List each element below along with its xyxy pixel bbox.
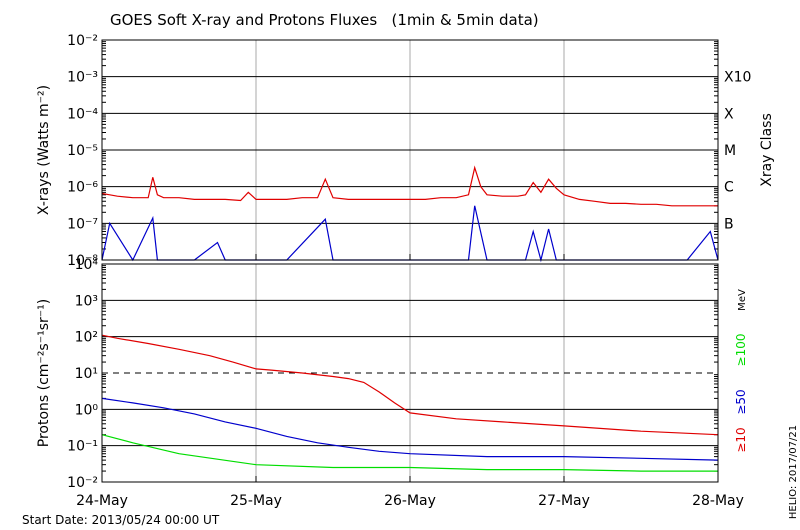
x-tick-label: 27-May (538, 493, 590, 509)
proton-tick-labels: 10⁻² 10⁻¹ 10⁰ 10¹ 10² 10³ 10⁴ (67, 257, 98, 491)
helio-footer: HELIO: 2017/07/21 (788, 425, 799, 519)
xray-class-label: B (724, 216, 734, 232)
y-tick-label: 10⁻² (67, 475, 98, 491)
xray-class-label: X10 (724, 70, 751, 86)
energy-legend-label: ≥100 (734, 334, 748, 367)
series-line-green (101, 434, 718, 472)
proton-energy-legend: ≥10 ≥50 ≥100 (734, 334, 748, 453)
energy-legend-label: ≥50 (734, 389, 748, 414)
y-tick-label: 10⁻⁷ (67, 216, 98, 232)
xray-class-labels: B C M X X10 (724, 70, 751, 233)
y-tick-label: 10⁻³ (67, 70, 98, 86)
y-tick-label: 10⁻⁵ (67, 143, 98, 159)
y-tick-label: 10⁰ (75, 402, 99, 418)
y-tick-label: 10⁻⁶ (67, 180, 98, 196)
xray-ylabel: X-rays (Watts m⁻²) (36, 85, 52, 215)
x-tick-label: 25-May (230, 493, 282, 509)
proton-mev-label: MeV (737, 289, 748, 311)
y-tick-label: 10² (75, 330, 98, 346)
series-line-red (101, 165, 718, 207)
chart-title: GOES Soft X-ray and Protons Fluxes (1min… (110, 11, 539, 29)
proton-series (101, 334, 719, 472)
y-tick-label: 10⁴ (75, 257, 99, 273)
xray-class-label: M (724, 143, 736, 159)
start-date-footer: Start Date: 2013/05/24 00:00 UT (22, 513, 220, 527)
xray-class-label: X (724, 106, 734, 122)
xray-gridlines (102, 40, 718, 260)
series-line-blue (101, 397, 719, 461)
x-tick-label: 26-May (384, 493, 436, 509)
proton-ylabel: Protons (cm⁻²s⁻¹sr⁻¹) (36, 299, 52, 448)
x-tick-label: 24-May (76, 493, 128, 509)
xray-class-label: C (724, 180, 734, 196)
y-tick-label: 10⁻⁴ (67, 106, 98, 122)
x-axis-tick-labels: 24-May 25-May 26-May 27-May 28-May (76, 254, 744, 509)
y-tick-label: 10⁻¹ (67, 439, 98, 455)
xray-panel: 10⁻⁸ 10⁻⁷ 10⁻⁶ 10⁻⁵ 10⁻⁴ 10⁻³ 10⁻² B C M X X10 X-r… (36, 33, 775, 269)
y-tick-label: 10⁻⁸ (67, 253, 98, 269)
x-tick-label: 28-May (692, 493, 744, 509)
energy-legend-label: ≥10 (734, 427, 748, 452)
xray-class-axis-label: Xray Class (759, 113, 775, 187)
xray-tick-labels: 10⁻⁸ 10⁻⁷ 10⁻⁶ 10⁻⁵ 10⁻⁴ 10⁻³ 10⁻² (67, 33, 98, 269)
series-line-red (101, 334, 719, 436)
y-tick-label: 10¹ (75, 366, 98, 382)
proton-gridlines (102, 264, 718, 482)
y-tick-label: 10³ (75, 293, 98, 309)
proton-panel: 10⁻² 10⁻¹ 10⁰ 10¹ 10² 10³ 10⁴ ≥10 ≥50 ≥100 Proto… (36, 257, 748, 491)
y-tick-label: 10⁻² (67, 33, 98, 49)
